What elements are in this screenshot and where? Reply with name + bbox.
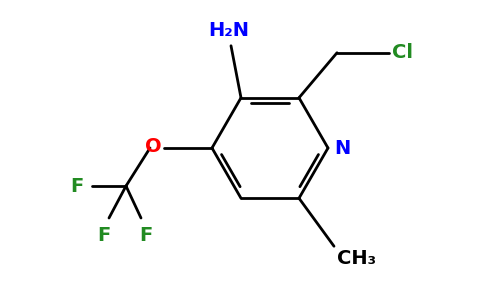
Text: CH₃: CH₃	[337, 249, 376, 268]
Text: H₂N: H₂N	[209, 21, 249, 40]
Text: N: N	[334, 139, 350, 158]
Text: Cl: Cl	[392, 43, 413, 62]
Text: O: O	[145, 137, 162, 157]
Text: F: F	[71, 176, 84, 196]
Text: F: F	[139, 226, 152, 245]
Text: F: F	[97, 226, 111, 245]
